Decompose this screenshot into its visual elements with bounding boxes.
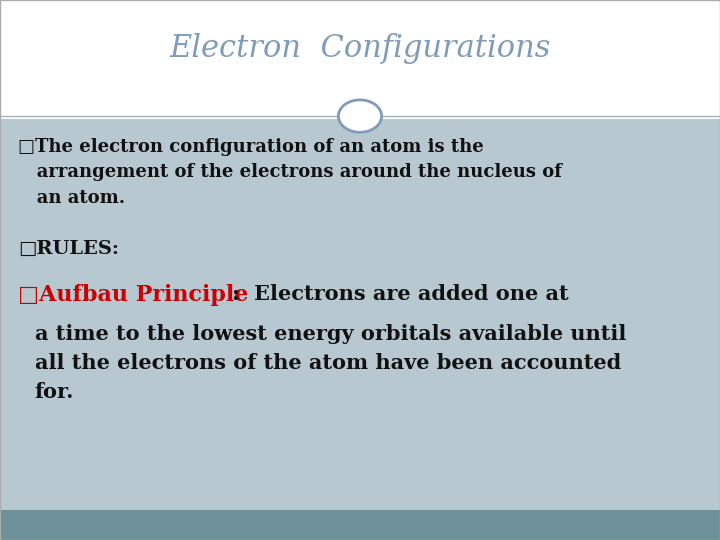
Text: □Aufbau Principle: □Aufbau Principle [18,284,248,306]
FancyBboxPatch shape [0,510,720,540]
Text: a time to the lowest energy orbitals available until
all the electrons of the at: a time to the lowest energy orbitals ava… [35,324,626,402]
Text: □RULES:: □RULES: [18,240,119,258]
Text: □The electron configuration of an atom is the
   arrangement of the electrons ar: □The electron configuration of an atom i… [18,138,562,207]
Text: Electron  Configurations: Electron Configurations [169,33,551,64]
Text: :  Electrons are added one at: : Electrons are added one at [232,284,569,303]
Circle shape [338,100,382,132]
FancyBboxPatch shape [0,119,720,510]
FancyBboxPatch shape [0,0,720,119]
